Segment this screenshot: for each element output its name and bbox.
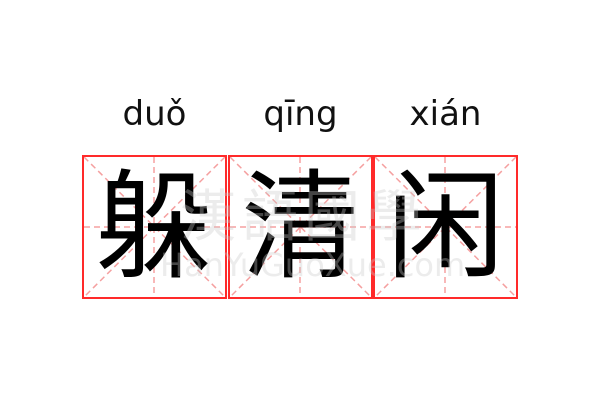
grid-guides [84, 157, 225, 297]
character-cell-3: 闲 [373, 155, 518, 299]
character-3: 闲 [386, 158, 505, 296]
character-cell-2: 清 [228, 155, 373, 299]
character-2: 清 [241, 158, 360, 296]
character-1: 躲 [95, 158, 214, 296]
character-cell-1: 躲 [82, 155, 227, 299]
pinyin-1: duǒ [122, 94, 187, 134]
pinyin-3: xián [409, 94, 482, 134]
grid-guides [230, 157, 371, 297]
grid-guides [375, 157, 516, 297]
pinyin-2: qīng [263, 94, 338, 134]
